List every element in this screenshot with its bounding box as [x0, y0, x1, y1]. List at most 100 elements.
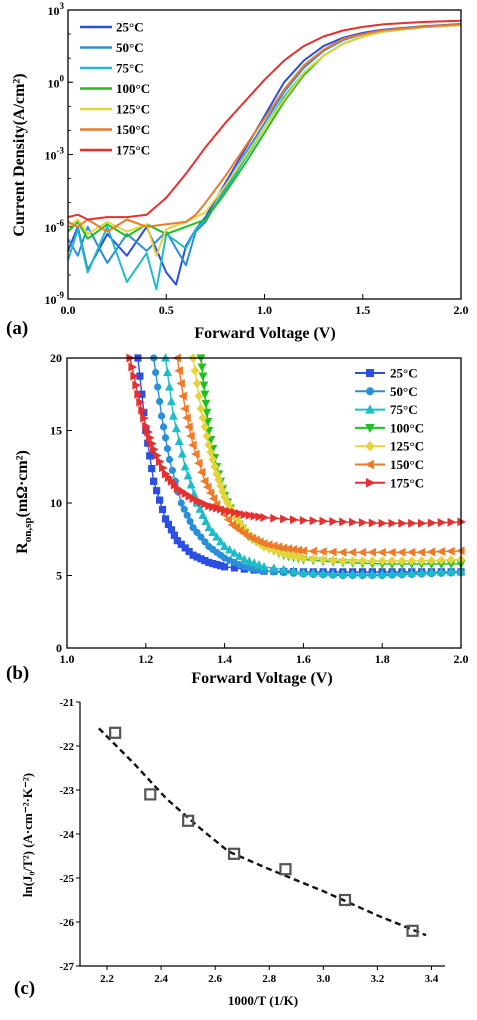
- panel-b-point-150-c: [357, 547, 367, 557]
- panel-b-point-175-c: [339, 517, 348, 527]
- panel-b-series-25-c: [134, 354, 465, 576]
- panel-b-legend: 25°C 50°C 75°C 100°C 125°C 150°C 175°C: [355, 366, 424, 490]
- panel-b-point-75-c: [244, 556, 254, 565]
- panel-b-point-75-c: [426, 567, 436, 576]
- panel-c-tick-labels: 2.2 2.4 2.6 2.8 3.0 3.2 3.4 -21 -22 -23 -24 -25 -26 -…: [59, 697, 439, 985]
- panel-b-x-tick-label: 1.8: [375, 652, 390, 666]
- panel-b-point-175-c: [132, 380, 141, 390]
- panel-b-x-tick-label: 1.2: [138, 652, 153, 666]
- panel-b-point-150-c: [174, 366, 183, 376]
- panel-a-y-tick-exponent: -9: [57, 290, 65, 300]
- panel-a-y-tick-exponent: 0: [60, 73, 65, 83]
- panel-b-point-175-c: [418, 518, 427, 528]
- panel-b-point-175-c: [289, 515, 299, 525]
- panel-b-point-125-c: [208, 454, 218, 465]
- panel-b-point-125-c: [204, 440, 214, 450]
- panel-c-x-axis-label: 1000/T (1/K): [228, 993, 298, 1008]
- panel-a-legend-label-150-c: 150°C: [116, 122, 150, 137]
- panel-b-point-125-c: [328, 555, 338, 566]
- panel-b-point-75-c: [216, 536, 226, 546]
- panel-b-point-75-c: [397, 568, 407, 577]
- panel-b-point-125-c: [338, 556, 348, 566]
- panel-b-point-75-c: [225, 544, 234, 554]
- panel-c-y-tick-label: -26: [59, 917, 74, 929]
- panel-a-y-tick-base: 10: [48, 76, 60, 90]
- panel-a-legend-label-50-c: 50°C: [116, 40, 144, 55]
- panel-b-tick-labels: 1.0 1.2 1.4 1.6 1.8 2.0 0 5 10 15 20: [50, 351, 469, 666]
- panel-b-point-75-c: [377, 569, 387, 578]
- panel-b-point-75-c: [289, 566, 299, 575]
- panel-a-series-line-125-c: [67, 23, 462, 257]
- panel-b-point-150-c: [176, 378, 185, 388]
- panel-b-point-75-c: [348, 569, 358, 578]
- panel-b-point-125-c: [196, 404, 206, 414]
- panel-a-y-tick-base: 10: [45, 293, 57, 307]
- panel-b-point-75-c: [166, 396, 176, 406]
- panel-c-data-point: [228, 847, 241, 860]
- panel-a-legend: 25°C 50°C 75°C 100°C 125°C 150°C 175°C: [80, 20, 150, 158]
- panel-b-point-75-c: [198, 510, 208, 519]
- panel-b-point-125-c: [210, 462, 220, 472]
- panel-b-point-25-c: [146, 452, 154, 460]
- panel-b-point-75-c: [436, 566, 446, 576]
- panel-b-point-100-c: [198, 372, 208, 382]
- panel-b-point-100-c: [199, 381, 209, 391]
- panel-b-point-150-c: [194, 458, 203, 468]
- panel-b-point-150-c: [197, 467, 206, 477]
- panel-b-point-25-c: [153, 487, 161, 495]
- panel-b-point-175-c: [349, 517, 358, 527]
- panel-b-legend-marker-25-c: [366, 369, 374, 377]
- panel-b-y-axis-label-sub: on,sp: [22, 518, 34, 543]
- panel-b-point-125-c: [192, 378, 202, 389]
- panel-b-point-75-c: [208, 527, 218, 536]
- panel-b-point-50-c: [163, 445, 172, 453]
- panel-b-point-175-c: [447, 517, 457, 527]
- panel-b-point-175-c: [260, 513, 269, 522]
- panel-b-point-150-c: [205, 488, 215, 498]
- panel-b-point-50-c: [168, 466, 176, 474]
- panel-b-point-75-c: [367, 569, 377, 578]
- panel-c-data-point: [406, 924, 419, 937]
- panel-c-y-tick-label: -21: [59, 697, 74, 709]
- panel-b-point-175-c: [134, 389, 143, 399]
- panel-b-point-100-c: [203, 417, 213, 427]
- panel-b-point-50-c: [201, 538, 209, 546]
- panel-a-series: [67, 19, 462, 291]
- panel-b-x-tick-label: 1.0: [60, 652, 75, 666]
- panel-b-point-75-c: [164, 382, 174, 391]
- panel-a-legend-label-75-c: 75°C: [116, 61, 144, 76]
- panel-b-point-75-c: [249, 558, 259, 567]
- panel-b-point-100-c: [202, 408, 212, 418]
- panel-b-point-125-c: [436, 555, 446, 566]
- panel-b-point-75-c: [239, 554, 249, 564]
- panel-a-y-tick-label: 10-9: [45, 290, 65, 307]
- panel-a-legend-label-125-c: 125°C: [116, 102, 150, 117]
- panel-b-point-25-c: [155, 496, 164, 504]
- panel-b-point-75-c: [234, 551, 244, 560]
- panel-b-legend-marker-150-c: [364, 459, 374, 470]
- panel-b-legend-label-75-c: 75°C: [390, 402, 418, 417]
- panel-a-x-tick-label: 1.0: [257, 303, 272, 317]
- panel-b-point-150-c: [182, 413, 191, 423]
- panel-b-point-175-c: [368, 518, 378, 528]
- panel-b-point-75-c: [259, 561, 269, 571]
- panel-c-x-tick-label: 2.2: [100, 973, 114, 985]
- panel-c-ticks: [76, 701, 432, 970]
- panel-b-point-175-c: [299, 515, 309, 525]
- panel-b-point-175-c: [280, 514, 289, 524]
- panel-a-y-tick-base: 10: [45, 221, 57, 235]
- panel-b-point-75-c: [358, 569, 367, 578]
- panel-b-point-175-c: [240, 510, 250, 520]
- panel-b-legend-label-125-c: 125°C: [390, 439, 424, 454]
- panel-a-x-tick-label: 0.5: [159, 303, 174, 317]
- panel-b-series-75-c: [161, 353, 466, 578]
- panel-b-series-175-c: [126, 353, 466, 528]
- panel-b-point-150-c: [184, 422, 193, 432]
- panel-a-y-axis-label: Current Density(A/cm²): [11, 73, 28, 236]
- panel-b-y-axis-label-unit: (mΩ·cm²): [14, 450, 31, 517]
- panel-b-point-125-c: [299, 553, 308, 563]
- panel-b-point-75-c: [220, 541, 230, 551]
- panel-b-point-125-c: [397, 556, 407, 566]
- panel-b-point-125-c: [367, 556, 377, 566]
- panel-a-y-tick-label: 10-6: [45, 218, 65, 235]
